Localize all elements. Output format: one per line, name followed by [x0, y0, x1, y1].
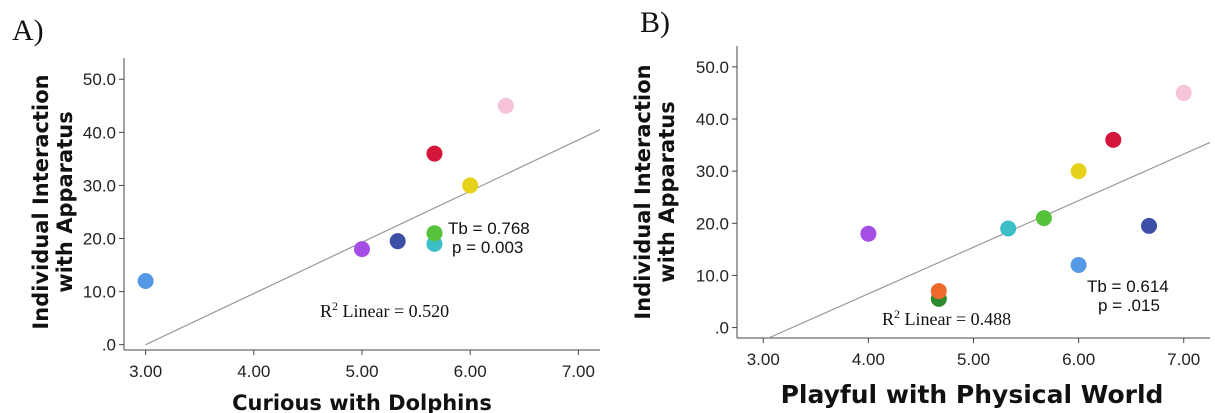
data-point: [137, 272, 154, 289]
data-point: [1035, 210, 1052, 227]
data-point: [426, 225, 443, 242]
r2-label: R2 Linear = 0.488: [882, 307, 1011, 329]
r2-label: R2 Linear = 0.520: [320, 299, 449, 321]
data-point: [1070, 163, 1087, 180]
r2-superscript: 2: [894, 307, 900, 321]
fit-line: [768, 141, 1211, 339]
r2-superscript: 2: [332, 299, 338, 313]
y-tick-label: 20.0: [696, 214, 729, 233]
x-tick-label: 6.00: [454, 362, 487, 381]
stat-p: p = 0.003: [452, 238, 523, 257]
fit-line: [145, 129, 601, 346]
y-axis-title-line2: with Apparatus: [655, 101, 679, 282]
x-tick-label: 7.00: [1167, 350, 1200, 369]
data-point: [930, 283, 947, 300]
y-tick-label: 30.0: [696, 162, 729, 181]
y-tick-label: 40.0: [696, 110, 729, 129]
stat-tb: Tb = 0.768: [448, 219, 530, 238]
r2-text: Linear = 0.520: [338, 301, 449, 321]
data-point: [389, 233, 406, 250]
y-tick-label: 40.0: [83, 123, 116, 142]
y-tick-label: 50.0: [696, 58, 729, 77]
r2-text: Linear = 0.488: [900, 309, 1011, 329]
chart-panel-a: A) Individual Interaction with Apparatus…: [12, 14, 601, 413]
scatter-plot-a: Individual Interaction with Apparatus Cu…: [29, 58, 601, 413]
x-tick-label: 7.00: [562, 362, 595, 381]
x-tick-label: 4.00: [852, 350, 885, 369]
y-tick-label: 10.0: [83, 283, 116, 302]
data-point: [1141, 217, 1158, 234]
stat-p: p = .015: [1098, 296, 1160, 315]
x-tick-label: 3.00: [747, 350, 780, 369]
data-point: [462, 177, 479, 194]
data-point: [1000, 220, 1017, 237]
x-tick-label: 3.00: [129, 362, 162, 381]
y-tick-label: .0: [715, 319, 729, 338]
y-axis-title-line1: Individual Interaction: [631, 64, 655, 319]
r2-prefix: R: [882, 309, 894, 329]
y-tick-label: 20.0: [83, 230, 116, 249]
y-tick-label: 10.0: [696, 266, 729, 285]
data-point: [1175, 84, 1192, 101]
x-tick-label: 4.00: [237, 362, 270, 381]
y-tick-label: 50.0: [83, 70, 116, 89]
scatter-plot-b: Individual Interaction with Apparatus Pl…: [631, 46, 1211, 409]
x-tick-label: 5.00: [345, 362, 378, 381]
stat-tb: Tb = 0.614: [1087, 277, 1169, 296]
chart-panel-b: B) Individual Interaction with Apparatus…: [612, 0, 1215, 413]
data-point: [426, 145, 443, 162]
data-point: [1070, 257, 1087, 273]
y-axis-title-line1: Individual Interaction: [29, 74, 53, 329]
x-tick-label: 6.00: [1062, 350, 1095, 369]
data-point: [860, 225, 877, 242]
y-tick-label: 30.0: [83, 176, 116, 195]
r2-prefix: R: [320, 301, 332, 321]
y-axis-title-line2: with Apparatus: [53, 111, 77, 292]
x-axis-title: Playful with Physical World: [781, 380, 1164, 409]
data-point: [1105, 131, 1122, 148]
x-axis-title: Curious with Dolphins: [232, 391, 492, 413]
data-point: [354, 241, 370, 258]
data-point: [497, 97, 514, 114]
y-tick-label: .0: [102, 336, 116, 355]
panel-label-a: A): [12, 14, 44, 47]
x-tick-label: 5.00: [957, 350, 990, 369]
panel-label-b: B): [640, 6, 670, 39]
